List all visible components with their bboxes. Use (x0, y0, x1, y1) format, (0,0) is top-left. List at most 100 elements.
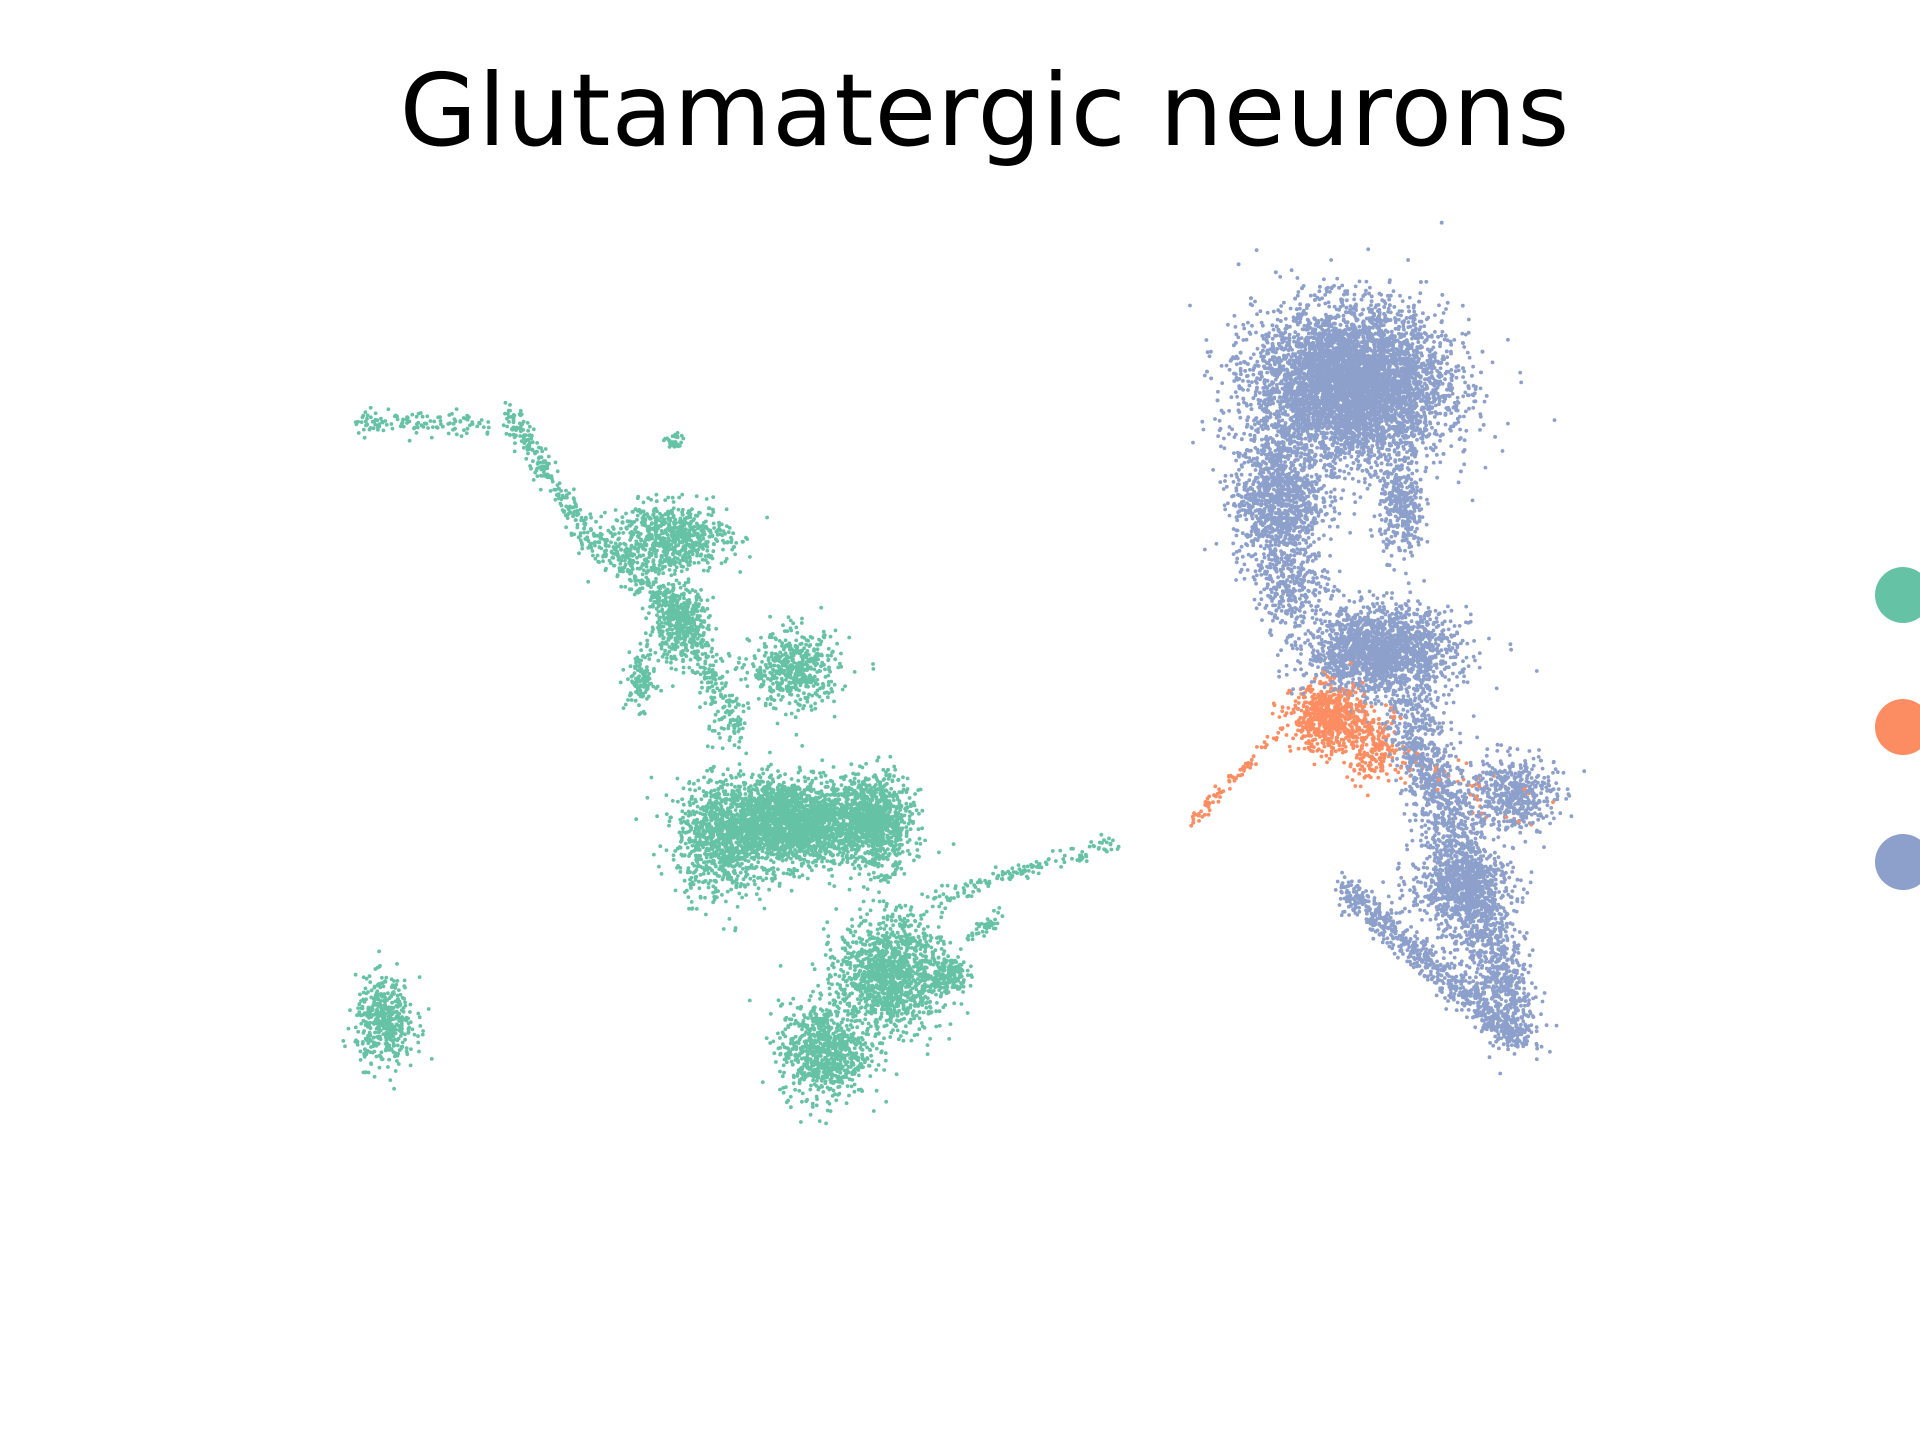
data-point (709, 513, 714, 518)
data-point (1439, 725, 1444, 729)
data-point (409, 1047, 413, 1051)
data-point (1289, 643, 1294, 647)
data-point (1292, 594, 1297, 599)
data-point (847, 1093, 851, 1098)
data-point (1433, 679, 1437, 684)
data-point (1458, 740, 1463, 745)
data-point (649, 497, 653, 502)
data-point (1298, 551, 1302, 556)
data-point (1427, 692, 1432, 697)
data-point (1363, 480, 1367, 485)
data-point (1399, 888, 1404, 893)
data-point (1368, 528, 1373, 532)
data-point (748, 876, 753, 881)
data-point (746, 701, 750, 706)
data-point (935, 1001, 939, 1005)
data-point (760, 767, 764, 771)
data-point (601, 559, 605, 564)
data-point (611, 525, 615, 529)
data-point (1495, 742, 1500, 747)
data-point (813, 701, 817, 706)
data-point (1381, 549, 1386, 553)
data-point (1367, 291, 1371, 296)
data-point (874, 1088, 879, 1093)
data-point (1462, 674, 1466, 679)
data-point (1070, 856, 1074, 861)
data-point (888, 1035, 893, 1039)
scatter-points (341, 220, 1587, 1126)
data-point (794, 638, 799, 643)
data-point (1510, 934, 1515, 939)
data-point (1432, 632, 1437, 637)
data-point (792, 1013, 796, 1017)
data-point (855, 1025, 860, 1030)
data-point (793, 699, 798, 704)
data-point (1444, 701, 1449, 706)
data-point (1438, 460, 1443, 465)
data-point (1248, 472, 1253, 477)
data-point (681, 657, 685, 662)
data-point (1437, 721, 1442, 726)
data-point (868, 922, 873, 926)
data-point (1484, 753, 1489, 758)
data-point (599, 514, 604, 519)
data-point (849, 876, 853, 881)
data-point (1360, 468, 1365, 473)
data-point (1246, 388, 1250, 392)
data-point (358, 1049, 363, 1054)
data-point (1444, 926, 1449, 931)
data-point (593, 556, 598, 561)
data-point (706, 512, 711, 517)
data-point (1524, 931, 1529, 935)
data-point (725, 889, 730, 894)
data-point (851, 940, 855, 945)
data-point (654, 499, 659, 504)
data-point (1465, 680, 1470, 685)
data-point (1022, 864, 1026, 869)
data-point (1310, 608, 1315, 613)
data-point (748, 555, 752, 559)
data-point (652, 667, 656, 671)
data-point (649, 775, 654, 780)
data-point (365, 413, 370, 418)
data-point (933, 889, 938, 894)
data-point (783, 638, 788, 643)
data-point (734, 775, 738, 780)
data-point (1526, 970, 1531, 975)
data-point (1389, 534, 1394, 539)
data-point (503, 400, 508, 405)
data-point (741, 703, 746, 708)
data-point (404, 1046, 409, 1051)
data-point (1435, 959, 1439, 964)
data-point (793, 715, 798, 720)
data-point (661, 636, 666, 641)
data-point (1249, 757, 1254, 762)
data-point (1536, 817, 1541, 822)
data-point (624, 511, 628, 516)
data-point (895, 1028, 900, 1033)
data-point (373, 1030, 377, 1035)
data-point (839, 651, 843, 656)
data-point (1250, 323, 1254, 328)
data-point (1552, 418, 1557, 422)
data-point (802, 853, 807, 858)
data-point (1365, 486, 1370, 491)
data-point (368, 980, 373, 984)
data-point (1421, 311, 1425, 316)
data-point (1464, 428, 1469, 433)
data-point (641, 500, 646, 505)
data-point (736, 660, 741, 665)
data-point (720, 746, 725, 751)
data-point (1521, 887, 1526, 892)
data-point (372, 1074, 377, 1079)
data-point (1058, 848, 1063, 853)
data-point (1519, 1022, 1523, 1027)
data-point (916, 827, 921, 832)
data-point (1353, 784, 1358, 788)
data-point (1237, 478, 1241, 482)
data-point (1284, 663, 1289, 668)
data-point (891, 798, 896, 803)
data-point (832, 699, 836, 704)
data-point (903, 903, 908, 908)
